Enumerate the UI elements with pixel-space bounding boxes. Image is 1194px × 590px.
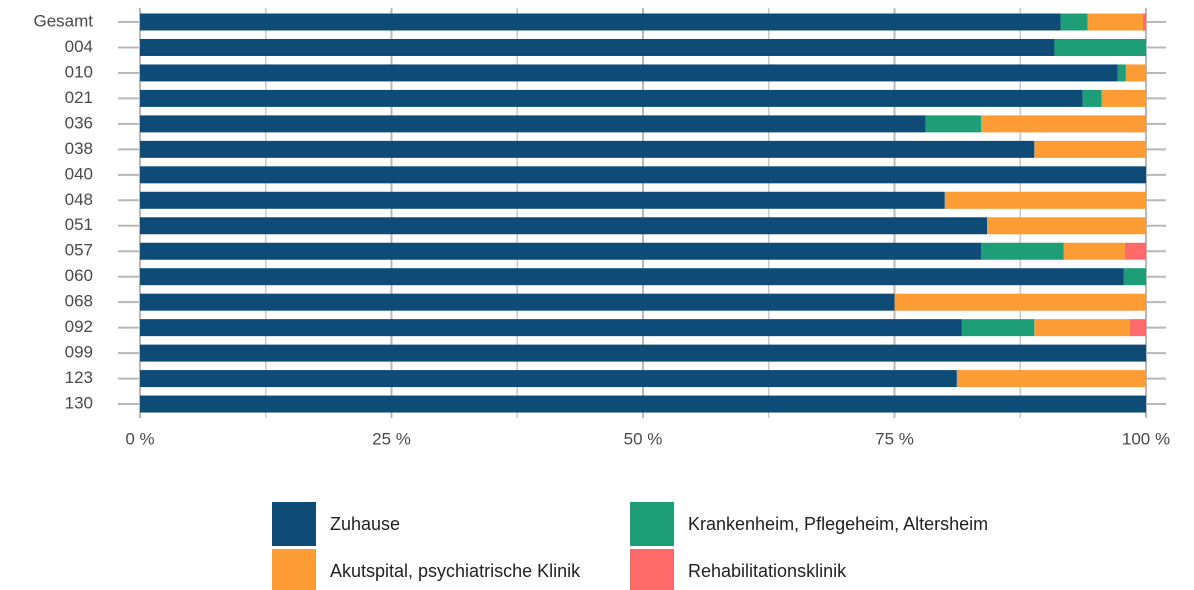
bar-segment (140, 319, 962, 337)
legend-swatch (630, 502, 674, 546)
legend-label: Zuhause (330, 514, 400, 534)
y-tick-label: 057 (65, 241, 93, 260)
bar-segment (1117, 64, 1126, 82)
legend-swatch (272, 502, 316, 546)
x-tick-label: 100 % (1122, 429, 1170, 448)
bar-segment (981, 242, 1064, 260)
bar-segment (1101, 89, 1146, 107)
bar-segment (140, 242, 982, 260)
bar-segment (140, 140, 1035, 158)
y-tick-label: 068 (65, 292, 93, 311)
bar-segment (1125, 64, 1146, 82)
bar-segment (944, 191, 1146, 209)
bar-segment (961, 319, 1035, 337)
bar-segment (1082, 89, 1102, 107)
legend-swatch (272, 549, 316, 590)
y-tick-label: 004 (65, 37, 93, 56)
legend-label: Akutspital, psychiatrische Klinik (330, 561, 581, 581)
x-tick-label: 50 % (624, 429, 663, 448)
x-tick-label: 25 % (372, 429, 411, 448)
bar-segment (1034, 140, 1146, 158)
bar-segment (981, 115, 1146, 133)
y-tick-label: 021 (65, 88, 93, 107)
bar-segment (925, 115, 982, 133)
bar-segment (140, 293, 895, 311)
bar-segment (1124, 242, 1146, 260)
bar-segment (140, 370, 957, 388)
x-tick-label: 75 % (875, 429, 914, 448)
bar-segment (140, 38, 1055, 56)
bar-segment (140, 64, 1118, 82)
bar-segment (1123, 268, 1146, 286)
bar-segment (894, 293, 1146, 311)
bar-segment (1129, 319, 1146, 337)
bar-segment (140, 344, 1146, 362)
y-tick-label: 092 (65, 317, 93, 336)
legend-swatch (630, 549, 674, 590)
bar-segment (987, 217, 1146, 235)
y-tick-label: 099 (65, 343, 93, 362)
y-tick-label: 048 (65, 190, 93, 209)
y-tick-label: 130 (65, 394, 93, 413)
bar-segment (1087, 13, 1143, 31)
bar-segment (1060, 13, 1088, 31)
bar-segment (140, 13, 1061, 31)
bar-segment (140, 115, 926, 133)
legend-label: Krankenheim, Pflegeheim, Altersheim (688, 514, 988, 534)
legend-label: Rehabilitationsklinik (688, 561, 847, 581)
y-tick-label: Gesamt (33, 11, 93, 30)
bar-segment (140, 191, 945, 209)
bar-segment (1034, 319, 1130, 337)
bar-segment (140, 166, 1146, 184)
y-tick-label: 010 (65, 62, 93, 81)
x-tick-label: 0 % (125, 429, 154, 448)
y-tick-label: 123 (65, 368, 93, 387)
bar-segment (140, 89, 1083, 107)
y-tick-label: 051 (65, 215, 93, 234)
bar-segment (1054, 38, 1146, 56)
bar-segment (956, 370, 1146, 388)
bar-segment (140, 268, 1124, 286)
bar-segment (140, 217, 988, 235)
bar-segment (1142, 13, 1146, 31)
y-tick-label: 060 (65, 266, 93, 285)
bar-segment (1063, 242, 1125, 260)
y-tick-label: 036 (65, 113, 93, 132)
y-tick-label: 040 (65, 164, 93, 183)
bar-segment (140, 395, 1146, 413)
y-tick-label: 038 (65, 139, 93, 158)
